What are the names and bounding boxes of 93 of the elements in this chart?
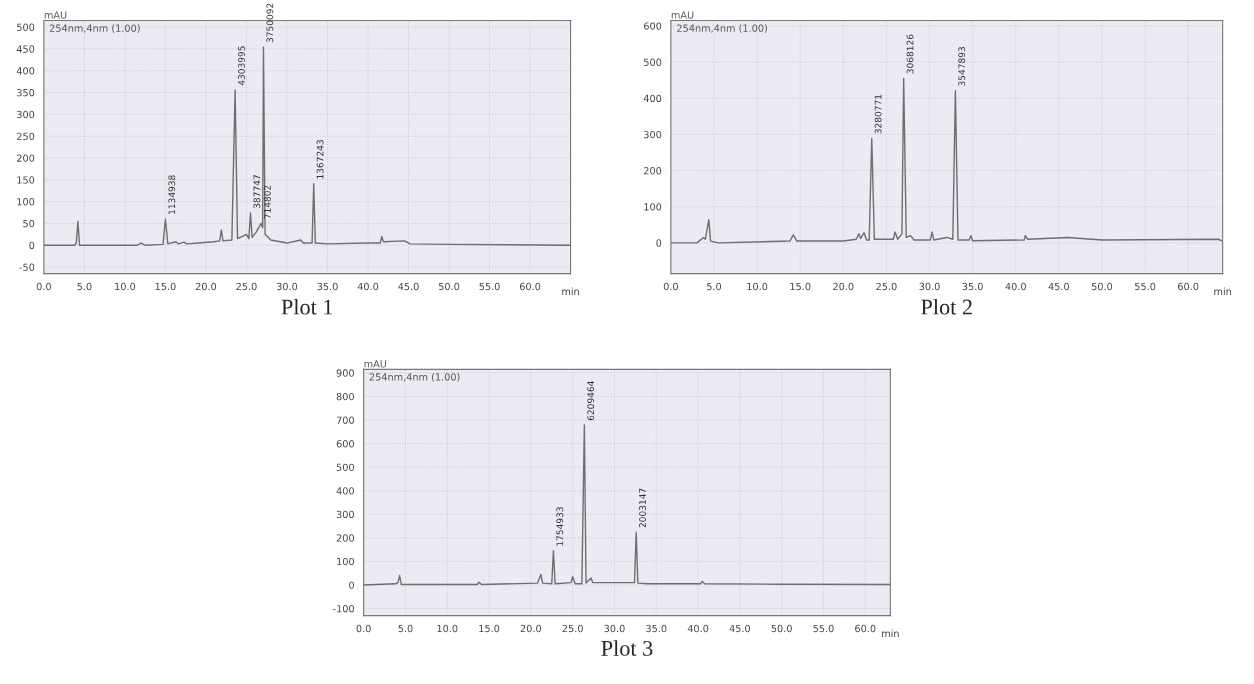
y-tick-label: 900: [336, 369, 354, 377]
x-tick-label: 25.0: [236, 282, 257, 291]
y-tick-label: 200: [17, 154, 35, 162]
y-tick-label: 0: [29, 241, 35, 250]
y-tick-label: 250: [17, 132, 35, 140]
y-tick-label: 500: [17, 23, 35, 31]
x-tick-label: 30.0: [604, 624, 625, 633]
y-tick-label: 100: [337, 557, 354, 566]
annotation: 1134938: [168, 175, 176, 214]
y-tick-label: 200: [644, 167, 662, 175]
x-tick-label: 15.0: [155, 282, 176, 291]
x-tick-label: 5.0: [398, 624, 413, 633]
x-tick-label: 50.0: [771, 624, 792, 633]
x-tick-label: 50.0: [1091, 282, 1113, 291]
x-tick-label: 20.0: [520, 624, 542, 633]
y-tick-label: 0: [656, 239, 662, 247]
x-tick-label: 0.0: [36, 282, 51, 291]
x-tick-label: 20.0: [833, 282, 854, 291]
y-tick-label: 700: [336, 416, 354, 424]
text: Plot 2: [921, 298, 972, 315]
text: Plot 1: [281, 298, 333, 315]
x-tick-label: 15.0: [790, 282, 811, 291]
annotation: 1754933: [556, 507, 564, 546]
x-axis-title: min: [1214, 287, 1231, 295]
x-tick-label: 40.0: [357, 282, 379, 291]
y-tick-label: 600: [643, 22, 662, 30]
annotation: 3068126: [906, 34, 914, 74]
y-tick-label: 0: [349, 581, 354, 589]
annotation: 3280771: [874, 94, 882, 134]
y-tick-label: 500: [644, 58, 662, 66]
x-tick-label: 45.0: [729, 624, 751, 633]
x-tick-label: 55.0: [1134, 282, 1156, 291]
x-tick-label: 30.0: [276, 282, 298, 291]
x-tick-label: 35.0: [317, 282, 338, 291]
y-axis-title: mAU: [671, 11, 694, 19]
x-tick-label: 45.0: [398, 282, 419, 291]
x-tick-label: 15.0: [479, 624, 500, 633]
y-tick-label: 350: [17, 88, 35, 97]
annotation: 2003147: [639, 488, 646, 528]
y-tick-label: -100: [333, 605, 354, 613]
text: Plot 3: [601, 640, 653, 656]
x-tick-label: 5.0: [77, 282, 92, 291]
annotation: 4303995: [238, 46, 245, 86]
x-tick-label: 30.0: [919, 282, 940, 291]
y-tick-label: -50: [19, 263, 35, 271]
x-tick-label: 10.0: [437, 624, 458, 633]
y-axis-title: mAU: [44, 11, 67, 19]
y-tick-label: 400: [16, 67, 35, 75]
y-tick-label: 150: [17, 176, 35, 184]
y-tick-label: 600: [336, 440, 354, 448]
text: 254nm,4nm (1.00): [677, 24, 767, 33]
annotation: 714802: [263, 185, 271, 219]
y-tick-label: 500: [336, 463, 354, 471]
x-tick-label: 40.0: [1005, 282, 1026, 291]
x-tick-label: 25.0: [562, 624, 583, 633]
y-tick-label: 400: [336, 487, 354, 495]
x-tick-label: 60.0: [519, 282, 541, 291]
x-tick-label: 5.0: [707, 282, 722, 291]
x-tick-label: 55.0: [479, 282, 500, 291]
x-tick-label: 45.0: [1048, 282, 1070, 291]
x-tick-label: 25.0: [876, 282, 897, 291]
x-tick-label: 55.0: [813, 624, 834, 633]
y-tick-label: 300: [336, 510, 354, 519]
annotation: 6209464: [587, 381, 595, 421]
x-tick-label: 50.0: [438, 282, 460, 291]
x-tick-label: 40.0: [687, 624, 709, 633]
x-tick-label: 35.0: [646, 624, 667, 633]
y-tick-label: 100: [17, 198, 35, 206]
y-tick-label: 200: [336, 534, 354, 542]
x-tick-label: 60.0: [855, 624, 876, 633]
annotation: 3547893: [958, 47, 966, 86]
x-axis-title: min: [562, 287, 579, 295]
y-tick-label: 400: [643, 94, 662, 103]
text: 254nm,4nm (1.00): [369, 373, 460, 382]
x-tick-label: 10.0: [747, 282, 768, 291]
x-tick-label: 0.0: [663, 282, 678, 291]
x-tick-label: 60.0: [1178, 282, 1199, 291]
y-tick-label: 300: [17, 110, 35, 119]
x-tick-label: 10.0: [115, 282, 136, 291]
y-tick-label: 800: [336, 392, 354, 401]
x-axis-title: min: [882, 629, 899, 637]
annotation: 3750092: [266, 3, 274, 43]
text: 254nm,4nm (1.00): [49, 24, 140, 33]
x-tick-label: 0.0: [356, 624, 371, 633]
y-axis-title: mAU: [364, 360, 387, 368]
x-tick-label: 35.0: [962, 282, 983, 291]
annotation: 387747: [253, 175, 261, 209]
annotation: 1367243: [316, 140, 324, 179]
x-tick-label: 20.0: [195, 282, 217, 291]
y-tick-label: 450: [16, 45, 35, 53]
y-tick-label: 300: [644, 130, 662, 139]
y-tick-label: 100: [644, 203, 662, 211]
y-tick-label: 50: [23, 219, 35, 228]
